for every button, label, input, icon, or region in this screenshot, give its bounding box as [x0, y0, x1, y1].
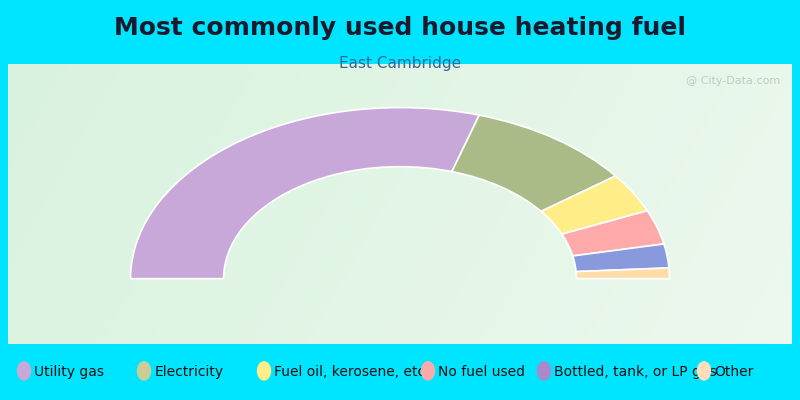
- Ellipse shape: [17, 361, 31, 381]
- Wedge shape: [573, 244, 669, 272]
- Ellipse shape: [257, 361, 271, 381]
- Wedge shape: [452, 115, 615, 212]
- Wedge shape: [576, 268, 670, 279]
- Ellipse shape: [421, 361, 435, 381]
- Text: Fuel oil, kerosene, etc.: Fuel oil, kerosene, etc.: [274, 365, 430, 379]
- Text: East Cambridge: East Cambridge: [339, 56, 461, 71]
- Text: No fuel used: No fuel used: [438, 365, 526, 379]
- Text: @ City-Data.com: @ City-Data.com: [686, 76, 780, 86]
- Ellipse shape: [137, 361, 151, 381]
- Ellipse shape: [537, 361, 551, 381]
- Wedge shape: [541, 176, 647, 234]
- Wedge shape: [130, 108, 479, 279]
- Text: Most commonly used house heating fuel: Most commonly used house heating fuel: [114, 16, 686, 40]
- Text: Utility gas: Utility gas: [34, 365, 104, 379]
- Wedge shape: [562, 211, 664, 256]
- Text: Other: Other: [714, 365, 754, 379]
- Text: Bottled, tank, or LP gas: Bottled, tank, or LP gas: [554, 365, 717, 379]
- Ellipse shape: [697, 361, 711, 381]
- Text: Electricity: Electricity: [154, 365, 223, 379]
